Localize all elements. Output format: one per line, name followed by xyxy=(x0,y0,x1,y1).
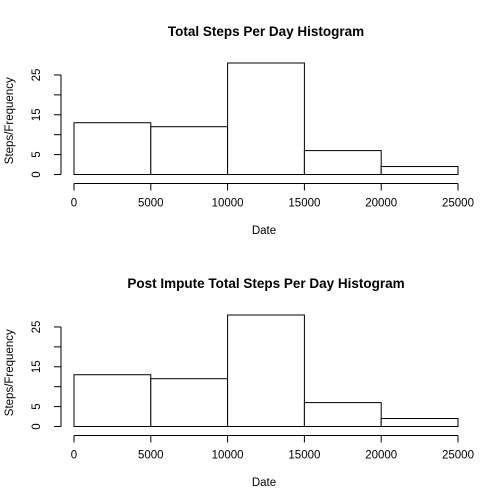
x-tick-label: 20000 xyxy=(365,450,397,462)
y-tick-label: 25 xyxy=(31,321,43,334)
y-tick-label: 5 xyxy=(31,403,43,409)
x-tick-label: 25000 xyxy=(442,198,474,210)
y-tick-label: 0 xyxy=(31,423,43,429)
histogram-bar xyxy=(227,314,305,427)
histogram-bar xyxy=(380,166,459,176)
x-tick-label: 15000 xyxy=(288,198,320,210)
x-tick-label: 0 xyxy=(71,450,77,462)
x-tick-label: 10000 xyxy=(212,450,244,462)
chart-title: Post Impute Total Steps Per Day Histogra… xyxy=(127,276,404,291)
y-tick-label: 15 xyxy=(31,360,43,373)
y-axis-label: Steps/Frequency xyxy=(4,329,16,416)
histogram-bar xyxy=(150,126,229,175)
chart-panel-1: Total Steps Per Day Histogram 0 5000 10000 1… xyxy=(4,24,474,237)
y-tick-label: 5 xyxy=(31,151,43,157)
histogram-bar xyxy=(303,150,382,176)
x-tick-label: 25000 xyxy=(442,450,474,462)
chart-title: Total Steps Per Day Histogram xyxy=(168,24,364,39)
histogram-bar xyxy=(303,402,382,428)
x-tick-label: 5000 xyxy=(138,450,164,462)
y-tick-label: 25 xyxy=(31,69,43,82)
x-tick-label: 5000 xyxy=(138,198,164,210)
histogram-bar xyxy=(227,62,305,175)
x-tick-label: 10000 xyxy=(212,198,244,210)
x-tick-label: 15000 xyxy=(288,450,320,462)
y-tick-label: 15 xyxy=(31,108,43,121)
histogram-bar xyxy=(380,418,459,427)
chart-panel-2: Post Impute Total Steps Per Day Histogra… xyxy=(4,276,474,489)
x-axis-label: Date xyxy=(252,225,276,237)
histogram-bar xyxy=(73,122,152,175)
x-axis-label: Date xyxy=(252,477,276,489)
histogram-bar xyxy=(150,378,229,428)
histogram-bar xyxy=(73,374,152,428)
x-tick-label: 20000 xyxy=(365,198,397,210)
x-tick-label: 0 xyxy=(71,198,77,210)
y-axis-label: Steps/Frequency xyxy=(4,77,16,164)
y-tick-label: 0 xyxy=(31,171,43,177)
